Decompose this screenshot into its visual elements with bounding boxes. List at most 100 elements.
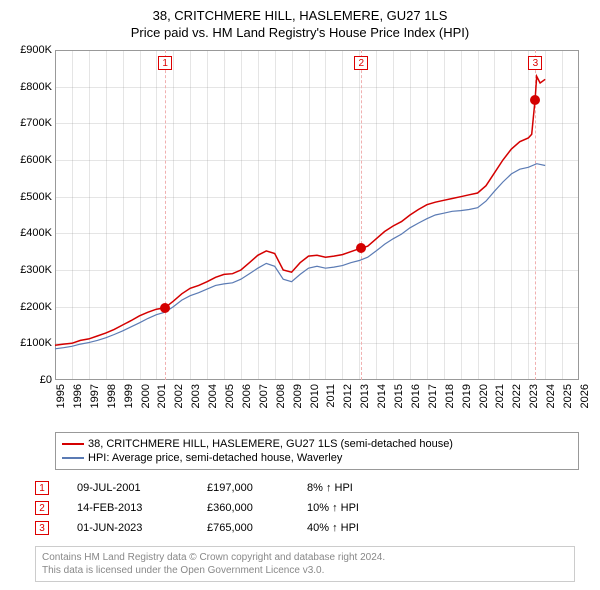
- grid-line-h: [55, 270, 579, 271]
- x-axis-label: 2011: [325, 384, 337, 424]
- grid-line-h: [55, 160, 579, 161]
- grid-line-v: [173, 50, 174, 380]
- legend-swatch: [62, 457, 84, 459]
- event-diff: 8% ↑ HPI: [307, 482, 427, 494]
- grid-line-h: [55, 233, 579, 234]
- grid-line-v: [72, 50, 73, 380]
- event-badge-top: 2: [354, 56, 368, 70]
- y-axis-label: £300K: [6, 264, 52, 276]
- legend-swatch: [62, 443, 84, 445]
- x-axis-label: 2025: [562, 384, 574, 424]
- attribution-line: This data is licensed under the Open Gov…: [42, 564, 568, 577]
- legend-label: 38, CRITCHMERE HILL, HASLEMERE, GU27 1LS…: [88, 438, 453, 450]
- grid-line-v: [427, 50, 428, 380]
- legend-label: HPI: Average price, semi-detached house,…: [88, 452, 342, 464]
- x-axis-label: 2017: [427, 384, 439, 424]
- grid-line-v: [444, 50, 445, 380]
- x-axis-label: 2024: [545, 384, 557, 424]
- x-axis-label: 1995: [55, 384, 67, 424]
- grid-line-v: [309, 50, 310, 380]
- x-axis-label: 2002: [173, 384, 185, 424]
- event-price: £765,000: [207, 522, 307, 534]
- chart-titles: 38, CRITCHMERE HILL, HASLEMERE, GU27 1LS…: [0, 0, 600, 40]
- x-axis-label: 1998: [106, 384, 118, 424]
- x-axis-label: 2018: [444, 384, 456, 424]
- grid-line-v: [478, 50, 479, 380]
- y-axis-label: £400K: [6, 227, 52, 239]
- grid-line-v: [140, 50, 141, 380]
- event-badge: 2: [35, 501, 49, 515]
- grid-line-h: [55, 197, 579, 198]
- event-marker: [530, 95, 540, 105]
- grid-line-v: [461, 50, 462, 380]
- event-badge: 1: [35, 481, 49, 495]
- x-axis-label: 2010: [309, 384, 321, 424]
- y-axis-label: £0: [6, 374, 52, 386]
- event-date: 14-FEB-2013: [77, 502, 207, 514]
- x-axis-label: 2009: [292, 384, 304, 424]
- x-axis-label: 2007: [258, 384, 270, 424]
- attribution-line: Contains HM Land Registry data © Crown c…: [42, 551, 568, 564]
- x-axis-label: 2012: [342, 384, 354, 424]
- x-axis-label: 2020: [478, 384, 490, 424]
- title-main: 38, CRITCHMERE HILL, HASLEMERE, GU27 1LS: [0, 8, 600, 23]
- x-axis-label: 1996: [72, 384, 84, 424]
- event-dashline: [165, 50, 167, 380]
- grid-line-v: [292, 50, 293, 380]
- grid-line-h: [55, 123, 579, 124]
- event-row: 2 14-FEB-2013£360,00010% ↑ HPI: [35, 498, 575, 518]
- x-axis-label: 2013: [359, 384, 371, 424]
- x-axis-label: 2021: [494, 384, 506, 424]
- event-price: £360,000: [207, 502, 307, 514]
- event-date: 01-JUN-2023: [77, 522, 207, 534]
- grid-line-v: [494, 50, 495, 380]
- event-date: 09-JUL-2001: [77, 482, 207, 494]
- y-axis-label: £800K: [6, 81, 52, 93]
- grid-line-v: [258, 50, 259, 380]
- x-axis-label: 1997: [89, 384, 101, 424]
- grid-line-v: [89, 50, 90, 380]
- event-marker: [160, 303, 170, 313]
- grid-line-h: [55, 87, 579, 88]
- y-axis-label: £200K: [6, 301, 52, 313]
- x-axis-label: 2006: [241, 384, 253, 424]
- x-axis-label: 2023: [528, 384, 540, 424]
- event-diff: 10% ↑ HPI: [307, 502, 427, 514]
- grid-line-h: [55, 307, 579, 308]
- event-badge: 3: [35, 521, 49, 535]
- event-marker: [356, 243, 366, 253]
- grid-line-h: [55, 343, 579, 344]
- x-axis-label: 2000: [140, 384, 152, 424]
- chart-frame: [55, 50, 579, 380]
- event-badge-top: 1: [158, 56, 172, 70]
- event-badge-top: 3: [528, 56, 542, 70]
- grid-line-v: [224, 50, 225, 380]
- grid-line-v: [342, 50, 343, 380]
- x-axis-label: 2015: [393, 384, 405, 424]
- title-sub: Price paid vs. HM Land Registry's House …: [0, 25, 600, 40]
- grid-line-v: [511, 50, 512, 380]
- grid-line-v: [207, 50, 208, 380]
- attribution: Contains HM Land Registry data © Crown c…: [35, 546, 575, 582]
- x-axis-label: 2004: [207, 384, 219, 424]
- x-axis-label: 2003: [190, 384, 202, 424]
- y-axis-label: £600K: [6, 154, 52, 166]
- legend-item: 38, CRITCHMERE HILL, HASLEMERE, GU27 1LS…: [62, 437, 572, 451]
- event-price: £197,000: [207, 482, 307, 494]
- event-row: 301-JUN-2023£765,00040% ↑ HPI: [35, 518, 575, 538]
- grid-line-v: [241, 50, 242, 380]
- grid-line-v: [393, 50, 394, 380]
- x-axis-label: 2019: [461, 384, 473, 424]
- y-axis-label: £700K: [6, 117, 52, 129]
- grid-line-v: [325, 50, 326, 380]
- x-axis-label: 1999: [123, 384, 135, 424]
- events-table: 1 09-JUL-2001£197,0008% ↑ HPI 2 14-FEB-2013…: [35, 478, 575, 538]
- legend: 38, CRITCHMERE HILL, HASLEMERE, GU27 1LS…: [55, 432, 579, 470]
- grid-line-v: [359, 50, 360, 380]
- grid-line-v: [545, 50, 546, 380]
- x-axis-label: 2026: [579, 384, 591, 424]
- x-axis-label: 2001: [156, 384, 168, 424]
- x-axis-label: 2008: [275, 384, 287, 424]
- x-axis-label: 2022: [511, 384, 523, 424]
- grid-line-v: [376, 50, 377, 380]
